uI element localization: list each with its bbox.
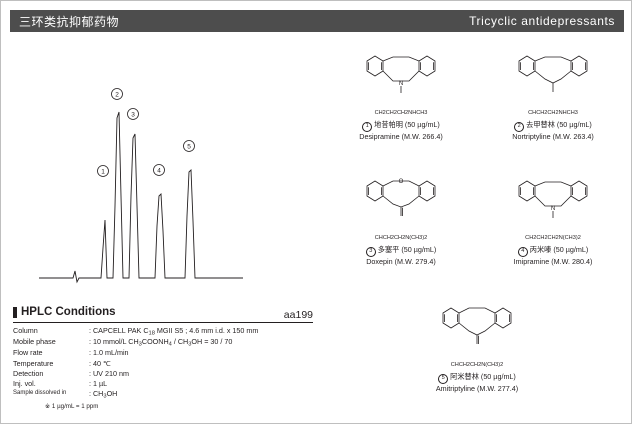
conditions-value: : UV 210 nm xyxy=(89,368,129,378)
peak-label-1: 1 xyxy=(101,169,105,176)
structure-name-en-2: Nortriptyline (M.W. 263.4) xyxy=(512,132,594,141)
conditions-key: Flow rate xyxy=(13,348,43,358)
chromatogram-svg: 0 2 4 6 8 10 min 1 2 3 4 5 xyxy=(39,88,243,284)
svg-text:N: N xyxy=(399,81,403,87)
structure-name-cn-1: 1 地昔帕明 (50 µg/mL) xyxy=(331,120,471,132)
section-marker-icon xyxy=(13,306,17,318)
conditions-table: Column : CAPCELL PAK C18 MGII S5 ; 4.6 m… xyxy=(13,326,313,412)
conditions-value: : 40 ℃ xyxy=(89,358,112,368)
peak-labels: 1 2 3 4 5 xyxy=(97,88,195,177)
conditions-row: Mobile phase : 10 mmol/L CH3COONH4 / CH3… xyxy=(13,337,313,348)
structure-formula-1: CH2CH2CH2NHCH3 xyxy=(374,110,428,116)
header-title-en: Tricyclic antidepressants xyxy=(469,14,615,28)
structure-formula-4: CH2CH2CH2N(CH3)2 xyxy=(525,235,581,241)
conditions-key: Detection xyxy=(13,368,44,378)
structure-drawing-2 xyxy=(483,49,623,113)
peak-marker-1 xyxy=(97,165,109,177)
conditions-key: Column xyxy=(13,325,38,335)
conditions-value: : 1.0 mL/min xyxy=(89,348,129,358)
conditions-row: Column : CAPCELL PAK C18 MGII S5 ; 4.6 m… xyxy=(13,326,313,337)
svg-text:O: O xyxy=(399,179,404,185)
structure-formula-5: CHCH2CH2N(CH3)2 xyxy=(450,362,504,368)
conditions-row: Sample dissolved in : CH3OH xyxy=(13,389,313,400)
desipramine-structure-icon: N xyxy=(366,55,436,93)
svg-text:N: N xyxy=(551,206,555,212)
header-title-cn: 三环类抗抑郁药物 xyxy=(19,14,120,29)
structure-number-icon-3: 3 xyxy=(365,247,376,257)
chromatogram-trace xyxy=(39,111,243,284)
peak-label-2: 2 xyxy=(115,92,119,99)
structure-drawing-5 xyxy=(407,301,547,365)
structure-item-2: CHCH2CH2NHCH3 2 去甲替林 (50 µg/mL) Nortripty… xyxy=(483,49,623,141)
peak-label-5: 5 xyxy=(187,144,191,151)
peak-marker-3 xyxy=(127,108,139,120)
conditions-key: Sample dissolved in xyxy=(13,390,67,397)
structure-name-en-4: Imipramine (M.W. 280.4) xyxy=(513,257,593,266)
structure-number-icon-5: 5 xyxy=(438,374,449,384)
peak-marker-2 xyxy=(111,88,123,100)
conditions-title: HPLC Conditions xyxy=(21,306,116,318)
conditions-code: aa199 xyxy=(283,308,313,321)
structure-drawing-1: N xyxy=(331,49,471,113)
structure-name-cn-2: 2 去甲替林 (50 µg/mL) xyxy=(483,120,623,132)
structure-drawing-4: N xyxy=(483,174,623,238)
peak-label-4: 4 xyxy=(157,168,161,175)
structure-item-1: N CH2CH2CH2NHCH3 1 地昔帕明 (50 µg/mL) Desipr… xyxy=(331,49,471,141)
structure-formula-3: CHCH2CH2N(CH3)2 xyxy=(374,235,428,241)
conditions-row: Temperature : 40 ℃ xyxy=(13,359,313,369)
conditions-key: Temperature xyxy=(13,358,54,368)
structure-name-en-1: Desipramine (M.W. 266.4) xyxy=(359,132,443,141)
conditions-row: Flow rate : 1.0 mL/min xyxy=(13,348,313,358)
conditions-value: : CAPCELL PAK C18 MGII S5 ; 4.6 mm i.d. … xyxy=(89,325,259,336)
conditions-value: : CH3OH xyxy=(89,389,118,400)
structure-name-cn-3: 3 多塞平 (50 µg/mL) xyxy=(331,245,471,257)
conditions-value: : 1 µL xyxy=(89,379,108,389)
conditions-key: Mobile phase xyxy=(13,336,56,346)
conditions-value: : 10 mmol/L CH3COONH4 / CH3OH = 30 / 70 xyxy=(89,336,233,348)
peak-label-3: 3 xyxy=(131,112,135,119)
nortriptyline-structure-icon xyxy=(518,55,588,92)
structure-item-3: O CHCH2CH2N(CH3)2 3 多塞平 (50 µg/mL) Doxepi… xyxy=(331,174,471,266)
chromatogram: 0 2 4 6 8 10 min 1 2 3 4 5 xyxy=(21,46,321,296)
structure-number-icon-2: 2 xyxy=(514,122,525,132)
structure-item-5: CHCH2CH2N(CH3)2 5 阿米替林 (50 µg/mL) Amitrip… xyxy=(407,301,547,393)
conditions-header: HPLC Conditions aa199 xyxy=(13,306,313,323)
page-header: 三环类抗抑郁药物 Tricyclic antidepressants xyxy=(10,10,624,32)
structure-name-cn-5: 5 阿米替林 (50 µg/mL) xyxy=(407,372,547,384)
structure-name-en-3: Doxepin (M.W. 279.4) xyxy=(366,257,436,266)
peak-marker-4 xyxy=(153,164,165,176)
structure-drawing-3: O xyxy=(331,174,471,238)
conditions-row: Detection : UV 210 nm xyxy=(13,369,313,379)
hplc-conditions: HPLC Conditions aa199 Column : CAPCELL P… xyxy=(13,306,313,411)
structure-name-en-5: Amitriptyline (M.W. 277.4) xyxy=(435,384,519,393)
conditions-row: Inj. vol. : 1 µL xyxy=(13,379,313,389)
structures-panel: N CH2CH2CH2NHCH3 1 地昔帕明 (50 µg/mL) Desipr… xyxy=(331,49,623,399)
peak-marker-5 xyxy=(183,140,195,152)
conditions-key: Inj. vol. xyxy=(13,379,36,389)
doxepin-structure-icon: O xyxy=(366,179,436,216)
amitriptyline-structure-icon xyxy=(442,307,512,344)
structure-name-cn-4: 4 丙米嗪 (50 µg/mL) xyxy=(483,245,623,257)
structure-number-icon-4: 4 xyxy=(517,247,528,257)
structure-formula-2: CHCH2CH2NHCH3 xyxy=(528,110,578,116)
imipramine-structure-icon: N xyxy=(518,180,588,218)
structure-item-4: N CH2CH2CH2N(CH3)2 4 丙米嗪 (50 µg/mL) Imipr… xyxy=(483,174,623,266)
structure-number-icon-1: 1 xyxy=(362,122,373,132)
conditions-note: ※ 1 µg/mL = 1 ppm xyxy=(45,402,99,410)
